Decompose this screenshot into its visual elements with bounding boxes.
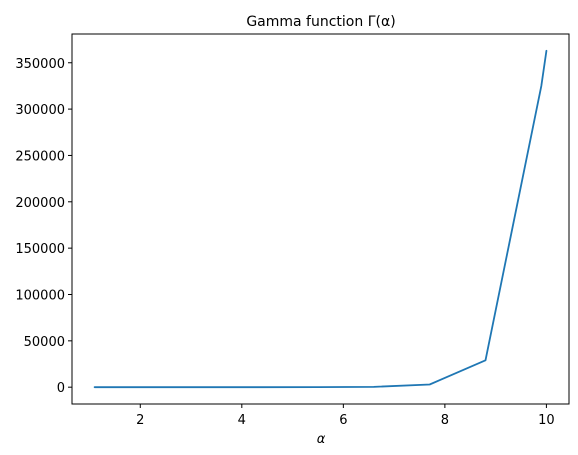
- x-axis-label: α: [317, 432, 326, 447]
- y-tick-label: 250000: [15, 149, 65, 164]
- y-tick-label: 0: [57, 381, 65, 396]
- x-axis-ticks: 2 4 6 8 10: [136, 404, 555, 428]
- y-tick-label: 50000: [24, 335, 65, 350]
- y-tick-label: 150000: [15, 242, 65, 257]
- x-tick-label: 6: [339, 413, 347, 428]
- plot-area-frame: [71, 33, 570, 405]
- y-axis-ticks: 0 50000 100000 150000 200000 250000 300000 3500…: [15, 57, 72, 396]
- series-line-0: [93, 49, 548, 389]
- y-tick-label: 350000: [15, 57, 65, 72]
- x-tick-label: 4: [238, 413, 246, 428]
- x-tick-label: 8: [441, 413, 449, 428]
- y-tick-label: 100000: [15, 288, 65, 303]
- x-tick-label: 10: [538, 413, 555, 428]
- y-tick-label: 300000: [15, 103, 65, 118]
- y-tick-label: 200000: [15, 196, 65, 211]
- series-layer: [93, 49, 548, 389]
- x-tick-label: 2: [136, 413, 144, 428]
- chart-title: Gamma function Γ(α): [246, 14, 395, 30]
